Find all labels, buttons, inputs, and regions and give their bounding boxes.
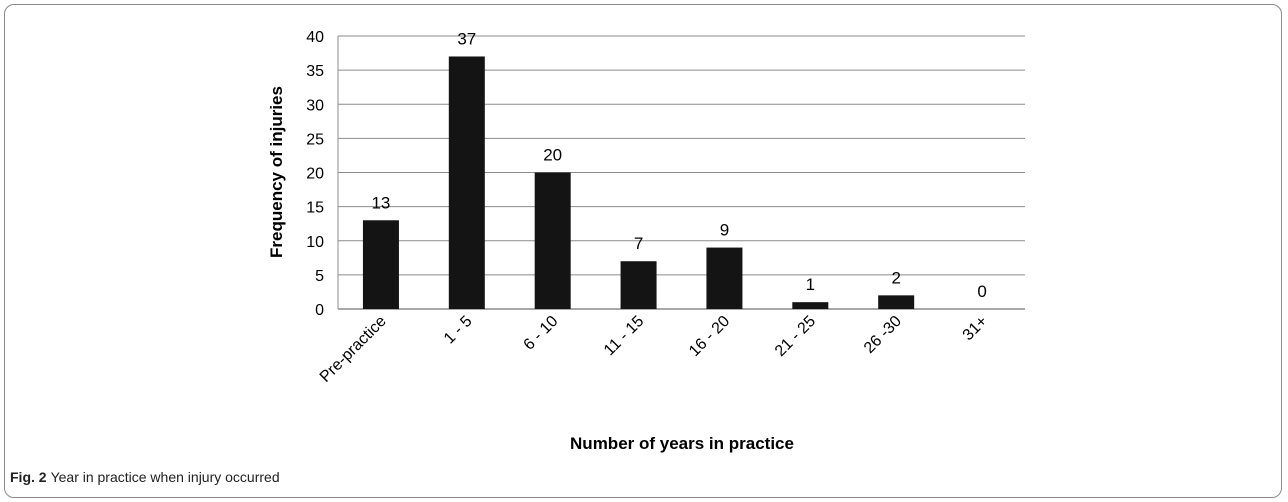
- x-tick-label: 21 - 25: [772, 313, 819, 360]
- figure-frame: [4, 4, 1282, 498]
- y-axis-ticks: 0 5 10 15 20 25 30 35 40: [306, 29, 324, 319]
- bar: [792, 302, 829, 309]
- gridlines: [337, 35, 1025, 310]
- y-tick-label: 40: [306, 29, 324, 46]
- x-tick-label: 16 - 20: [686, 313, 733, 360]
- x-tick-label: 11 - 15: [601, 313, 647, 359]
- bar: [878, 295, 915, 309]
- bar: [620, 261, 657, 309]
- y-tick-label: 15: [306, 200, 324, 217]
- data-label: 9: [720, 221, 729, 240]
- data-label: 7: [634, 234, 643, 253]
- x-axis-label: Number of years in practice: [570, 434, 794, 453]
- y-tick-label: 10: [306, 234, 324, 251]
- x-tick-label: 26 -30: [861, 313, 905, 357]
- data-label: 1: [806, 275, 815, 294]
- bars: [362, 56, 915, 309]
- y-tick-label: 20: [306, 166, 324, 183]
- y-tick-label: 25: [306, 131, 324, 148]
- y-tick-label: 35: [306, 63, 324, 80]
- bar: [706, 247, 743, 309]
- data-label: 2: [891, 268, 900, 287]
- y-axis-label: Frequency of injuries: [267, 86, 286, 258]
- bar: [362, 220, 399, 309]
- data-label: 13: [371, 193, 390, 212]
- data-label: 0: [977, 282, 986, 301]
- y-tick-label: 30: [306, 97, 324, 114]
- data-label: 37: [457, 29, 476, 48]
- bar: [448, 56, 485, 309]
- x-tick-label: 6 - 10: [521, 313, 562, 354]
- x-tick-label: 31+: [960, 313, 991, 344]
- bar: [534, 172, 571, 309]
- x-axis-ticks: Pre-practice 1 - 5 6 - 10 11 - 15 16 - 20 21 …: [317, 313, 991, 386]
- figure-number: Fig. 2: [10, 469, 47, 485]
- x-tick-label: 1 - 5: [441, 313, 476, 348]
- figure-caption-text: Year in practice when injury occurred: [50, 469, 280, 485]
- x-tick-label: Pre-practice: [317, 313, 390, 386]
- data-label: 20: [543, 146, 562, 165]
- y-tick-label: 0: [315, 302, 324, 319]
- figure-caption: Fig. 2 Year in practice when injury occur…: [10, 469, 280, 485]
- y-tick-label: 5: [315, 268, 324, 285]
